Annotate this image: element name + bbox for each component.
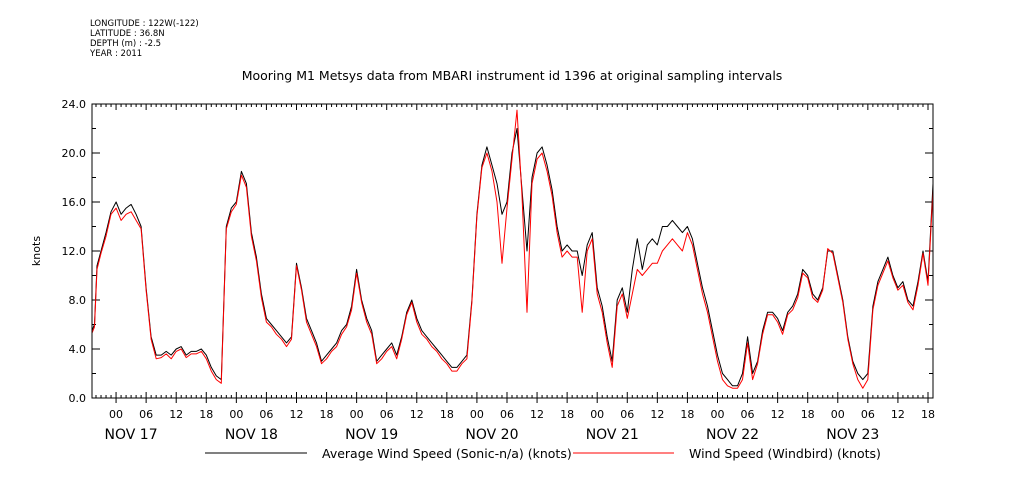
x-tick-label: 00 xyxy=(710,408,724,421)
y-tick-label: 0.0 xyxy=(69,392,87,405)
day-label: NOV 17 xyxy=(105,427,158,443)
x-tick-label: 06 xyxy=(500,408,514,421)
x-tick-label: 18 xyxy=(680,408,694,421)
x-tick-label: 06 xyxy=(259,408,273,421)
x-tick-label: 18 xyxy=(440,408,454,421)
x-tick-label: 00 xyxy=(590,408,604,421)
x-tick-labels: 00 06 12 18 00 06 12 18 00 06 12 18 00 06 12 18 00 06 12 18… xyxy=(109,408,935,421)
day-label: NOV 23 xyxy=(826,427,879,443)
latitude-text: LATITUDE : 36.8N xyxy=(90,29,165,39)
day-label: NOV 18 xyxy=(225,427,278,443)
y-tick-labels: 0.0 4.0 8.0 12.0 16.0 20.0 24.0 xyxy=(62,98,87,405)
chart-title: Mooring M1 Metsys data from MBARI instru… xyxy=(242,68,783,83)
x-tick-label: 06 xyxy=(861,408,875,421)
x-tick-label: 06 xyxy=(380,408,394,421)
x-tick-label: 00 xyxy=(350,408,364,421)
x-tick-label: 12 xyxy=(169,408,183,421)
x-tick-label: 12 xyxy=(410,408,424,421)
x-tick-label: 12 xyxy=(530,408,544,421)
y-tick-label: 12.0 xyxy=(62,245,87,258)
y-tick-label: 4.0 xyxy=(69,343,87,356)
day-label: NOV 19 xyxy=(345,427,398,443)
day-labels: NOV 17 NOV 18 NOV 19 NOV 20 NOV 21 NOV 22 NOV … xyxy=(105,427,880,443)
longitude-text: LONGITUDE : 122W(-122) xyxy=(90,19,199,29)
x-tick-label: 12 xyxy=(650,408,664,421)
y-tick-label: 8.0 xyxy=(69,294,87,307)
x-tick-label: 06 xyxy=(741,408,755,421)
x-tick-label: 00 xyxy=(109,408,123,421)
x-tick-label: 06 xyxy=(620,408,634,421)
year-text: YEAR : 2011 xyxy=(90,49,143,59)
legend-label: Wind Speed (Windbird) (knots) xyxy=(689,446,881,461)
depth-text: DEPTH (m) : -2.5 xyxy=(90,39,162,49)
x-tick-label: 18 xyxy=(199,408,213,421)
y-tick-label: 16.0 xyxy=(62,196,87,209)
x-tick-label: 18 xyxy=(801,408,815,421)
y-tick-label: 20.0 xyxy=(62,147,87,160)
x-tick-label: 12 xyxy=(771,408,785,421)
x-tick-label: 00 xyxy=(831,408,845,421)
day-label: NOV 20 xyxy=(465,427,518,443)
x-tick-label: 12 xyxy=(891,408,905,421)
series-line xyxy=(91,109,934,389)
legend-label: Average Wind Speed (Sonic-n/a) (knots) xyxy=(322,446,572,461)
x-tick-label: 12 xyxy=(289,408,303,421)
plot-frame xyxy=(91,103,934,399)
x-tick-label: 00 xyxy=(229,408,243,421)
series-lines xyxy=(91,109,934,389)
x-tick-label: 18 xyxy=(560,408,574,421)
x-tick-label: 18 xyxy=(921,408,935,421)
y-axis-label: knots xyxy=(30,236,43,266)
day-label: NOV 21 xyxy=(586,427,639,443)
x-tick-label: 06 xyxy=(139,408,153,421)
x-tick-label: 00 xyxy=(470,408,484,421)
series-line xyxy=(91,128,934,387)
x-tick-label: 18 xyxy=(320,408,334,421)
y-tick-label: 24.0 xyxy=(62,98,87,111)
legend: Average Wind Speed (Sonic-n/a) (knots) Wi… xyxy=(205,446,881,461)
mooring-metadata: LONGITUDE : 122W(-122) LATITUDE : 36.8N … xyxy=(90,19,199,59)
day-label: NOV 22 xyxy=(706,427,759,443)
